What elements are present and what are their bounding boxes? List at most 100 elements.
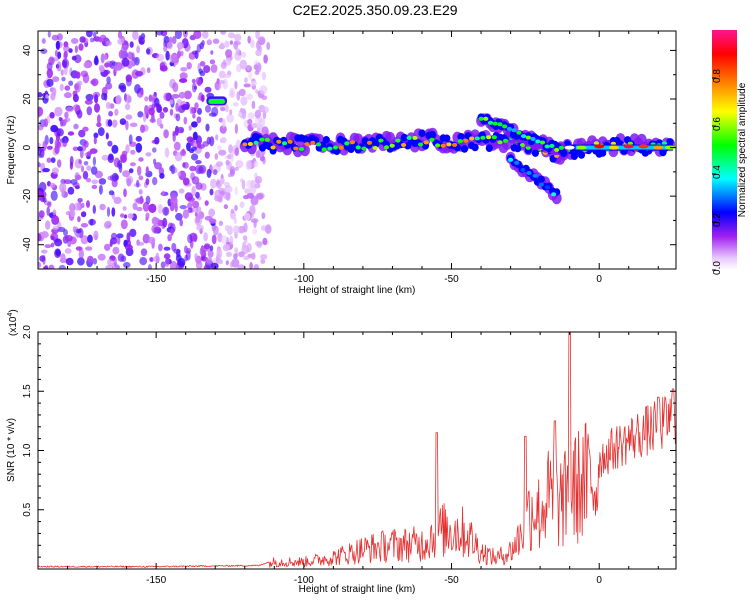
main-trace-core (401, 143, 407, 147)
noise-blob (249, 262, 253, 269)
noise-blob (120, 213, 125, 218)
noise-blob (102, 54, 108, 61)
x-tick-label: 0 (596, 575, 602, 586)
noise-blob (159, 111, 165, 119)
noise-blob (186, 142, 191, 152)
x-tick-label: -150 (146, 274, 166, 285)
noise-blob (62, 118, 68, 124)
noise-blob (41, 38, 46, 44)
main-trace-core (661, 141, 668, 146)
noise-blob (216, 248, 223, 259)
upper-branch-core (535, 139, 541, 144)
snr-panel: -150 -100 -50 0 0.5 1.0 1.5 2.0 Height of strai… (6, 309, 677, 595)
noise-blob (58, 264, 66, 269)
main-trace-core (389, 143, 395, 148)
main-trace-mid (514, 144, 522, 153)
noise-blob (218, 259, 223, 265)
noise-blob (234, 186, 238, 196)
noise-blob (112, 119, 118, 128)
noise-blob (197, 107, 202, 115)
noise-blob (209, 59, 216, 65)
noise-blob (251, 100, 256, 110)
noise-blob (255, 31, 260, 40)
noise-blob (151, 216, 159, 225)
noise-blob (175, 113, 181, 122)
noise-blob (225, 159, 230, 166)
noise-blob (194, 102, 199, 110)
noise-blob (260, 258, 266, 264)
noise-blob (241, 179, 246, 190)
noise-blob (129, 162, 136, 167)
noise-blob (92, 204, 97, 214)
noise-blob (41, 249, 48, 254)
noise-blob (235, 48, 241, 56)
main-trace-core (469, 136, 475, 141)
noise-blob (117, 31, 123, 39)
noise-blob (196, 116, 202, 124)
noise-blob (72, 146, 79, 152)
noise-blob (234, 166, 239, 171)
upper-branch-core (516, 130, 522, 135)
colorbar-label: Normalized spectral amplitude (737, 82, 748, 217)
main-trace-core (327, 146, 333, 151)
noise-blob (149, 257, 154, 262)
x-tick-label: -50 (444, 575, 459, 586)
noise-blob (235, 160, 244, 169)
noise-blob (251, 252, 256, 260)
noise-blob (247, 112, 255, 120)
main-trace-core (361, 146, 367, 151)
noise-blob (105, 220, 112, 226)
noise-blob (80, 165, 85, 173)
noise-blob (135, 135, 142, 142)
noise-blob (104, 62, 110, 68)
noise-blob (262, 237, 268, 246)
main-trace-core (406, 135, 412, 140)
noise-blob (50, 235, 55, 241)
noise-blob (57, 159, 62, 168)
noise-blob (234, 33, 242, 42)
noise-blob (254, 183, 261, 189)
noise-blob (49, 112, 55, 119)
noise-blob (227, 32, 236, 39)
noise-blob (105, 101, 111, 110)
strong-band-peak (576, 145, 587, 150)
snr-y-axis-label: SNR (10 * v/v) (6, 418, 17, 482)
noise-blob (233, 217, 237, 225)
strong-band-peak (638, 144, 649, 149)
noise-blob (225, 58, 232, 66)
noise-blob (134, 56, 140, 66)
noise-blob (39, 255, 46, 262)
noise-blob (117, 253, 125, 262)
noise-blob (94, 170, 103, 179)
noise-blob (161, 190, 165, 197)
noise-blob (162, 206, 170, 216)
noise-blob (52, 209, 57, 216)
noise-blob (64, 111, 69, 119)
noise-blob (233, 253, 238, 260)
noise-blob (172, 132, 176, 143)
noise-blob (262, 156, 266, 165)
noise-blob (140, 124, 145, 133)
upper-branch-core (525, 135, 531, 140)
noise-blob (64, 85, 71, 91)
noise-blob (73, 123, 79, 130)
noise-blob (226, 113, 235, 123)
main-trace-core (378, 138, 384, 143)
noise-blob (214, 81, 222, 91)
strong-band-peak (594, 144, 605, 149)
noise-blob (108, 190, 115, 196)
main-trace-core (423, 140, 429, 145)
main-trace-mid (418, 129, 426, 137)
noise-blob (196, 206, 202, 213)
noise-blob (76, 246, 82, 251)
noise-blob (87, 255, 94, 263)
noise-blob (89, 218, 94, 226)
noise-blob (136, 45, 141, 54)
noise-blob (188, 200, 194, 206)
noise-blob (194, 253, 198, 261)
noise-blob (156, 105, 163, 113)
noise-blob (48, 264, 55, 269)
noise-blob (257, 123, 262, 129)
noise-blob (179, 219, 183, 227)
noise-blob (125, 120, 129, 131)
